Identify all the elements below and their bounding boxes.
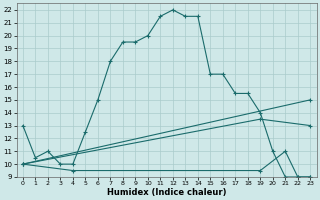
X-axis label: Humidex (Indice chaleur): Humidex (Indice chaleur) [107,188,226,197]
